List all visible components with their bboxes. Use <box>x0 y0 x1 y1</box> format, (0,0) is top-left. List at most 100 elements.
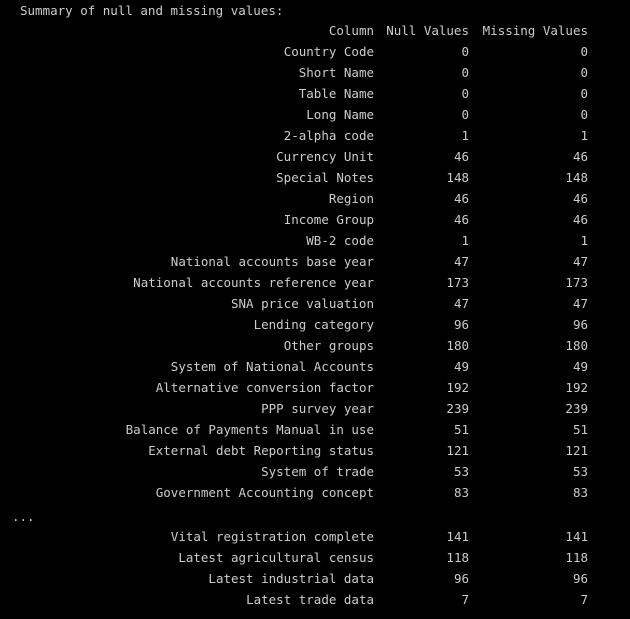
row-null-count: 46 <box>453 212 469 227</box>
row-null-count: 192 <box>446 380 469 395</box>
row-column-name: SNA price valuation <box>231 296 374 311</box>
row-null-count: 173 <box>446 275 469 290</box>
table-row: Latest agricultural census 118 118 <box>0 547 630 568</box>
row-column-name: Government Accounting concept <box>155 485 374 500</box>
header-column: Column <box>328 23 374 38</box>
row-missing-count: 173 <box>565 275 588 290</box>
table-header: Column Null Values Missing Values <box>0 20 630 41</box>
table-row: SNA price valuation 47 47 <box>0 293 630 314</box>
row-null-count: 141 <box>446 529 469 544</box>
table-row: Currency Unit 46 46 <box>0 146 630 167</box>
row-column-name: Latest industrial data <box>208 571 374 586</box>
row-null-count: 47 <box>453 254 469 269</box>
table-row: Balance of Payments Manual in use 51 51 <box>0 419 630 440</box>
table-row: PPP survey year 239 239 <box>0 398 630 419</box>
row-missing-count: 141 <box>565 529 588 544</box>
row-column-name: System of National Accounts <box>170 359 374 374</box>
row-null-count: 7 <box>461 592 469 607</box>
table-row: 2-alpha code 1 1 <box>0 125 630 146</box>
header-null-values: Null Values <box>386 23 469 38</box>
table-row: WB-2 code 1 1 <box>0 230 630 251</box>
table-row: Long Name 0 0 <box>0 104 630 125</box>
row-missing-count: 96 <box>572 317 588 332</box>
summary-title: Summary of null and missing values: <box>20 3 284 18</box>
row-column-name: PPP survey year <box>261 401 374 416</box>
row-column-name: Region <box>328 191 374 206</box>
row-missing-count: 1 <box>580 233 588 248</box>
table-row: Alternative conversion factor 192 192 <box>0 377 630 398</box>
row-null-count: 1 <box>461 233 469 248</box>
row-missing-count: 0 <box>580 65 588 80</box>
row-missing-count: 46 <box>572 191 588 206</box>
row-column-name: Balance of Payments Manual in use <box>125 422 374 437</box>
table-row: External debt Reporting status 121 121 <box>0 440 630 461</box>
row-missing-count: 0 <box>580 86 588 101</box>
row-null-count: 1 <box>461 128 469 143</box>
row-null-count: 118 <box>446 550 469 565</box>
row-null-count: 46 <box>453 191 469 206</box>
row-missing-count: 51 <box>572 422 588 437</box>
row-null-count: 49 <box>453 359 469 374</box>
row-null-count: 121 <box>446 443 469 458</box>
table-row: System of National Accounts 49 49 <box>0 356 630 377</box>
row-missing-count: 7 <box>580 592 588 607</box>
row-null-count: 51 <box>453 422 469 437</box>
row-column-name: 2-alpha code <box>283 128 374 143</box>
row-missing-count: 121 <box>565 443 588 458</box>
row-missing-count: 47 <box>572 254 588 269</box>
row-column-name: Table Name <box>298 86 374 101</box>
row-column-name: Currency Unit <box>276 149 374 164</box>
row-column-name: Other groups <box>283 338 374 353</box>
row-null-count: 0 <box>461 65 469 80</box>
table-row: Region 46 46 <box>0 188 630 209</box>
table-row: Table Name 0 0 <box>0 83 630 104</box>
row-null-count: 148 <box>446 170 469 185</box>
row-null-count: 83 <box>453 485 469 500</box>
table-row: Income Group 46 46 <box>0 209 630 230</box>
table-row: Government Accounting concept 83 83 <box>0 482 630 503</box>
row-missing-count: 49 <box>572 359 588 374</box>
row-missing-count: 0 <box>580 107 588 122</box>
row-missing-count: 46 <box>572 212 588 227</box>
row-null-count: 96 <box>453 571 469 586</box>
row-column-name: Latest trade data <box>246 592 374 607</box>
table-row: Other groups 180 180 <box>0 335 630 356</box>
table-row: System of trade 53 53 <box>0 461 630 482</box>
row-null-count: 180 <box>446 338 469 353</box>
row-missing-count: 148 <box>565 170 588 185</box>
row-missing-count: 53 <box>572 464 588 479</box>
row-column-name: Special Notes <box>276 170 374 185</box>
row-column-name: National accounts base year <box>170 254 374 269</box>
row-null-count: 239 <box>446 401 469 416</box>
row-missing-count: 180 <box>565 338 588 353</box>
row-missing-count: 192 <box>565 380 588 395</box>
row-null-count: 96 <box>453 317 469 332</box>
row-missing-count: 46 <box>572 149 588 164</box>
row-column-name: Country Code <box>283 44 374 59</box>
table-row: National accounts base year 47 47 <box>0 251 630 272</box>
row-column-name: Vital registration complete <box>170 529 374 544</box>
row-missing-count: 239 <box>565 401 588 416</box>
header-missing-values: Missing Values <box>482 23 588 38</box>
row-missing-count: 0 <box>580 44 588 59</box>
row-column-name: National accounts reference year <box>133 275 374 290</box>
row-missing-count: 118 <box>565 550 588 565</box>
row-missing-count: 1 <box>580 128 588 143</box>
row-column-name: Lending category <box>253 317 374 332</box>
row-column-name: Latest agricultural census <box>178 550 374 565</box>
row-column-name: Income Group <box>283 212 374 227</box>
row-column-name: Alternative conversion factor <box>155 380 374 395</box>
table-row: Short Name 0 0 <box>0 62 630 83</box>
row-null-count: 53 <box>453 464 469 479</box>
row-null-count: 46 <box>453 149 469 164</box>
truncation-ellipsis: ... <box>12 509 35 524</box>
table-row: Country Code 0 0 <box>0 41 630 62</box>
row-column-name: Long Name <box>306 107 374 122</box>
row-missing-count: 96 <box>572 571 588 586</box>
table-row: Special Notes 148 148 <box>0 167 630 188</box>
row-column-name: External debt Reporting status <box>148 443 374 458</box>
table-row: Lending category 96 96 <box>0 314 630 335</box>
table-row: Latest industrial data 96 96 <box>0 568 630 589</box>
row-column-name: Short Name <box>298 65 374 80</box>
